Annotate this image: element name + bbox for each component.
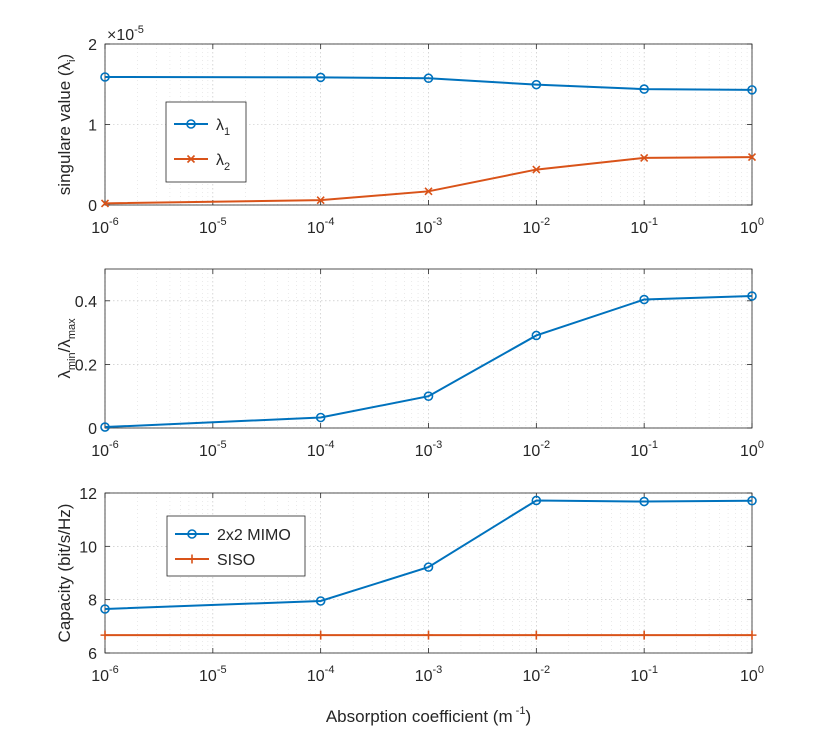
legend-box bbox=[165, 101, 247, 183]
legend: 2x2 MIMO SISO bbox=[166, 515, 306, 577]
y-axis-label: λmin/λmax bbox=[55, 318, 78, 379]
y-tick-label: 2 bbox=[88, 37, 97, 54]
data-point bbox=[640, 153, 649, 162]
data-point bbox=[315, 412, 326, 423]
series-2 bbox=[100, 630, 757, 640]
data-point bbox=[531, 495, 542, 506]
data-point bbox=[747, 495, 757, 506]
legend-box bbox=[166, 515, 306, 577]
data-point bbox=[100, 422, 110, 432]
legend-marker bbox=[186, 154, 196, 164]
y-tick-label: 0.2 bbox=[75, 357, 97, 374]
x-tick-label: 10-2 bbox=[523, 439, 551, 460]
legend-entry: λ1 bbox=[174, 117, 230, 138]
data-point bbox=[531, 79, 542, 90]
y-tick-label: 0.4 bbox=[75, 294, 97, 311]
data-point bbox=[315, 72, 326, 83]
data-point bbox=[747, 153, 757, 162]
y-tick-label: 0 bbox=[88, 198, 97, 215]
data-point bbox=[316, 196, 325, 205]
x-tick-label: 100 bbox=[740, 216, 764, 237]
series-line bbox=[104, 499, 753, 610]
legend-marker bbox=[187, 554, 197, 564]
y-tick-label: 8 bbox=[88, 593, 97, 610]
data-point bbox=[100, 72, 110, 82]
legend-entry: 2x2 MIMO bbox=[175, 527, 291, 544]
x-tick-label: 10-4 bbox=[307, 664, 335, 685]
series-1 bbox=[100, 72, 757, 95]
axes-box bbox=[104, 268, 753, 429]
minor-grid bbox=[137, 269, 748, 428]
x-tick-label: 10-2 bbox=[523, 216, 551, 237]
x-tick-label: 10-1 bbox=[630, 216, 658, 237]
legend-label: λ2 bbox=[216, 152, 230, 173]
series-line bbox=[104, 156, 753, 205]
x-tick-label: 10-4 bbox=[307, 216, 335, 237]
series-1 bbox=[100, 291, 757, 432]
y-tick-label: 6 bbox=[88, 646, 97, 663]
y-tick-label: 1 bbox=[88, 118, 97, 135]
y-exponent-label: ×10-5 bbox=[107, 24, 144, 44]
x-tick-label: 10-1 bbox=[630, 439, 658, 460]
chart-1: 10-6 10-5 10-4 10-3 10-2 10-1 100 0 1 2 ×10-5 singu… bbox=[55, 24, 764, 237]
data-point bbox=[424, 630, 433, 640]
x-tick-label: 10-4 bbox=[307, 439, 335, 460]
legend-marker bbox=[186, 119, 196, 129]
data-point bbox=[747, 291, 757, 301]
x-tick-label: 10-6 bbox=[91, 216, 119, 237]
legend-marker bbox=[187, 529, 197, 539]
x-tick-label: 10-5 bbox=[199, 439, 227, 460]
chart-2: 10-6 10-5 10-4 10-3 10-2 10-1 100 0 0.2 0.4 λmin/λ… bbox=[55, 268, 764, 460]
x-tick-label: 100 bbox=[740, 664, 764, 685]
data-point bbox=[423, 562, 434, 572]
data-point bbox=[532, 165, 541, 174]
data-point bbox=[639, 84, 649, 94]
legend: λ1 λ2 bbox=[165, 101, 247, 183]
data-point bbox=[100, 604, 110, 614]
data-point bbox=[531, 330, 542, 341]
x-tick-label: 10-5 bbox=[199, 216, 227, 237]
x-tick-label: 10-2 bbox=[523, 664, 551, 685]
data-point bbox=[639, 630, 649, 640]
x-tick-label: 10-6 bbox=[91, 664, 119, 685]
data-point bbox=[747, 630, 757, 640]
legend-entry: SISO bbox=[175, 552, 255, 569]
y-tick-label: 10 bbox=[79, 539, 97, 556]
data-point bbox=[639, 496, 649, 507]
x-tick-label: 10-3 bbox=[415, 439, 443, 460]
data-point bbox=[423, 391, 434, 402]
series-2 bbox=[100, 153, 757, 208]
legend-label: 2x2 MIMO bbox=[217, 527, 291, 544]
x-tick-label: 10-3 bbox=[415, 216, 443, 237]
y-axis-label: singulare value (λi) bbox=[55, 54, 78, 195]
x-axis-label: Absorption coefficient (m -1) bbox=[326, 705, 531, 726]
series-1 bbox=[100, 495, 757, 614]
x-tick-label: 10-3 bbox=[415, 664, 443, 685]
data-point bbox=[100, 199, 110, 208]
data-point bbox=[423, 73, 434, 84]
y-axis-label: Capacity (bit/s/Hz) bbox=[55, 504, 74, 643]
x-tick-label: 10-1 bbox=[630, 664, 658, 685]
y-tick-label: 0 bbox=[88, 421, 97, 438]
series-line bbox=[104, 76, 753, 91]
y-tick-label: 12 bbox=[79, 486, 97, 503]
x-tick-label: 10-6 bbox=[91, 439, 119, 460]
data-point bbox=[424, 187, 433, 196]
data-point bbox=[639, 294, 649, 305]
data-point bbox=[531, 630, 541, 640]
data-point bbox=[747, 85, 757, 95]
legend-entry: λ2 bbox=[174, 152, 230, 173]
data-point bbox=[315, 596, 326, 606]
series-line bbox=[104, 295, 753, 429]
major-grid bbox=[104, 269, 753, 429]
chart-3: 10-6 10-5 10-4 10-3 10-2 10-1 100 6 8 10 12 Capacit… bbox=[55, 486, 764, 726]
data-point bbox=[316, 630, 326, 640]
x-tick-label: 10-5 bbox=[199, 664, 227, 685]
data-point bbox=[100, 630, 110, 640]
legend-label: λ1 bbox=[216, 117, 230, 138]
x-tick-label: 100 bbox=[740, 439, 764, 460]
legend-label: SISO bbox=[217, 552, 255, 569]
